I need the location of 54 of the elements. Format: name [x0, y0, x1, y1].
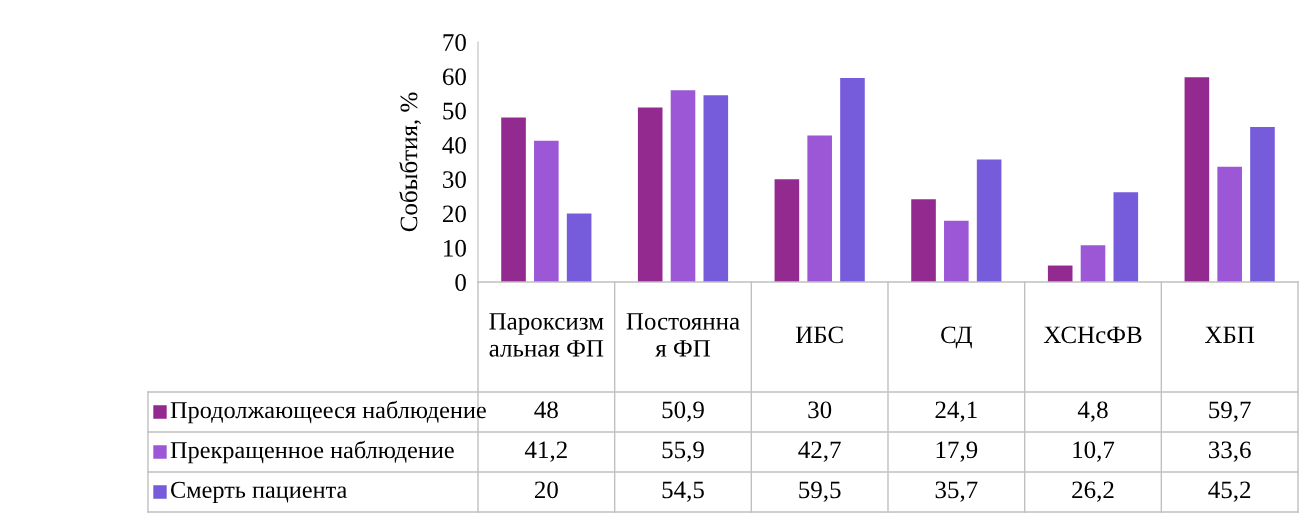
bar [637, 107, 663, 282]
data-label: 59,7 [1209, 401, 1251, 422]
x-tick-label: Постоянная ФП [626, 313, 740, 357]
y-tick-label: 60 [442, 68, 466, 86]
y-tick-label: 50 [443, 102, 466, 120]
data-label: 50,9 [662, 401, 704, 422]
data-label: 33,6 [1208, 441, 1251, 462]
data-label: 10,7 [1073, 441, 1115, 462]
x-tick-label: СД [941, 326, 972, 349]
x-tick-label: ХСНсФВ [1043, 326, 1142, 344]
data-label: 20 [534, 481, 558, 499]
bar [501, 117, 526, 282]
data-label: 24,1 [935, 401, 977, 422]
data-label: 17,9 [936, 441, 978, 462]
bar [840, 78, 865, 282]
data-label: 45,2 [1208, 481, 1251, 502]
data-label: 54,5 [662, 481, 704, 502]
data-label: 59,5 [799, 481, 841, 502]
y-tick-label: 20 [442, 205, 466, 223]
bar [1250, 127, 1275, 282]
bar [703, 95, 729, 282]
bar [807, 135, 832, 282]
bar [670, 90, 696, 282]
bar [774, 179, 800, 282]
data-label: 48 [534, 401, 558, 419]
x-tick-label: Пароксизмальная ФП [489, 313, 604, 357]
bar [1184, 77, 1210, 282]
data-label: 26,2 [1072, 481, 1114, 502]
y-tick-label: 70 [443, 34, 466, 51]
bar [1080, 245, 1106, 282]
y-tick-label: 40 [442, 136, 466, 154]
data-label: 41,2 [524, 441, 567, 462]
data-label: 4,8 [1077, 401, 1108, 422]
x-tick-label: ХБП [1204, 326, 1255, 344]
legend-label: Продолжающееся наблюдение [170, 400, 486, 424]
bar [1113, 192, 1139, 282]
data-label: 42,7 [798, 441, 841, 462]
bar [976, 159, 1002, 282]
y-tick-label: 0 [455, 274, 466, 291]
legend-label: Смерть пациента [171, 481, 347, 504]
y-tick-label: 30 [443, 171, 466, 189]
y-axis-title: Собыбтия, % [399, 92, 421, 232]
legend-label: Прекращенное наблюдение [170, 440, 454, 464]
x-tick-label: ИБС [795, 326, 843, 344]
bar [566, 213, 592, 282]
bar [1047, 265, 1073, 282]
y-tick-label: 10 [444, 239, 466, 257]
bar [944, 220, 969, 282]
bar [1217, 166, 1242, 282]
data-label: 55,9 [662, 441, 704, 462]
bar [911, 199, 936, 282]
data-label: 30 [808, 401, 832, 419]
data-label: 35,7 [935, 481, 978, 502]
bar [534, 140, 559, 282]
